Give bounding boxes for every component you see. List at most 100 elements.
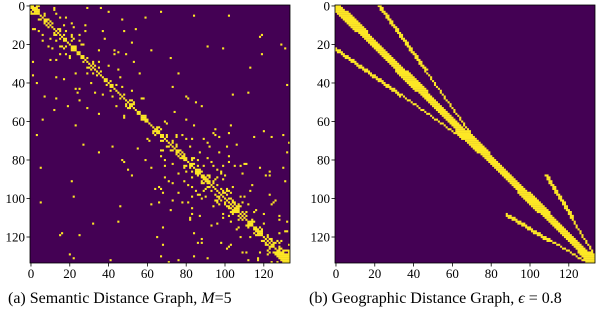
semantic-edge-cell	[160, 255, 163, 258]
geographic-edge-cell	[385, 16, 390, 19]
geographic-edge-cell	[335, 5, 341, 8]
semantic-edge-cell	[109, 89, 112, 92]
semantic-edge-cell	[117, 68, 120, 71]
geographic-edge-cell	[579, 253, 596, 256]
geographic-edge-cell	[420, 93, 431, 96]
semantic-edge-cell	[43, 18, 50, 21]
semantic-edge-cell	[272, 251, 285, 254]
semantic-edge-cell	[64, 45, 68, 48]
semantic-edge-cell	[62, 78, 66, 81]
semantic-edge-cell	[103, 37, 106, 40]
geographic-cells	[335, 5, 596, 264]
semantic-edge-cell	[80, 43, 85, 46]
geographic-edge-cell	[470, 145, 485, 148]
semantic-edge-cell	[191, 159, 194, 162]
semantic-edge-cell	[239, 212, 242, 216]
geographic-edge-cell	[453, 126, 464, 129]
geographic-edge-cell	[422, 66, 427, 69]
geographic-edge-cell	[579, 232, 582, 235]
semantic-edge-cell	[121, 159, 124, 162]
geographic-edge-cell	[348, 24, 363, 27]
caption-b-prefix: (b)	[309, 290, 328, 307]
semantic-edge-cell	[95, 74, 99, 77]
semantic-edge-cell	[51, 26, 54, 29]
semantic-edge-cell	[99, 74, 102, 77]
semantic-edge-cell	[160, 149, 165, 152]
geographic-edge-cell	[556, 193, 561, 196]
geographic-edge-cell	[517, 189, 528, 192]
geographic-edge-cell	[406, 99, 411, 102]
semantic-edge-cell	[224, 201, 227, 204]
semantic-edge-cell	[125, 103, 128, 106]
semantic-edge-cell	[251, 184, 254, 187]
semantic-edge-cell	[30, 12, 40, 15]
geographic-edge-cell	[391, 64, 402, 67]
semantic-edge-cell	[140, 97, 145, 100]
semantic-edge-cell	[198, 151, 201, 154]
semantic-edge-cell	[76, 51, 81, 54]
geographic-edge-cell	[447, 101, 450, 104]
semantic-edge-cell	[31, 28, 36, 31]
semantic-edge-cell	[55, 76, 58, 79]
semantic-edge-cell	[35, 5, 40, 8]
semantic-edge-cell	[62, 37, 68, 40]
semantic-edge-cell	[200, 197, 203, 200]
semantic-edge-cell	[41, 118, 44, 121]
semantic-edge-cell	[53, 31, 56, 35]
geographic-edge-cell	[418, 62, 423, 65]
semantic-edge-cell	[59, 30, 62, 33]
semantic-edge-cell	[191, 185, 194, 189]
geographic-edge-cell	[573, 245, 584, 248]
geographic-edge-cell	[567, 239, 578, 242]
geographic-edge-cell	[515, 187, 526, 190]
semantic-edge-cell	[196, 174, 199, 177]
semantic-edge-cell	[80, 56, 85, 60]
semantic-edge-cell	[90, 64, 93, 67]
semantic-edge-cell	[119, 93, 122, 96]
semantic-edge-cell	[163, 164, 166, 167]
semantic-edge-cell	[59, 234, 62, 237]
semantic-edge-cell	[278, 214, 281, 217]
semantic-edge-cell	[92, 60, 95, 63]
geographic-edge-cell	[389, 20, 394, 23]
semantic-edge-cell	[189, 216, 192, 219]
semantic-edge-cell	[241, 218, 244, 221]
geographic-edge-cell	[443, 95, 446, 98]
geographic-edge-cell	[451, 124, 462, 127]
semantic-edge-cell	[154, 187, 157, 190]
semantic-edge-cell	[53, 108, 56, 112]
geographic-edge-cell	[389, 62, 400, 65]
geographic-edge-cell	[397, 72, 411, 75]
semantic-edge-cell	[181, 134, 184, 137]
geographic-edge-cell	[565, 209, 570, 212]
geographic-edge-cell	[371, 76, 378, 79]
geographic-edge-cell	[482, 155, 493, 158]
semantic-edge-cell	[117, 220, 120, 223]
geographic-edge-cell	[558, 195, 563, 198]
geographic-edge-cell	[501, 174, 512, 177]
geographic-edge-cell	[414, 89, 429, 92]
geographic-frame	[334, 4, 596, 264]
geographic-edge-cell	[465, 139, 479, 142]
semantic-edge-cell	[270, 135, 273, 139]
semantic-edge-cell	[278, 257, 291, 260]
semantic-edge-cell	[187, 160, 190, 164]
semantic-edge-cell	[227, 160, 230, 164]
semantic-edge-cell	[144, 16, 147, 19]
geographic-edge-cell	[546, 176, 551, 179]
semantic-edge-cell	[218, 191, 221, 194]
geographic-edge-cell	[591, 249, 594, 252]
geographic-edge-cell	[437, 120, 440, 123]
semantic-edge-cell	[191, 207, 194, 210]
semantic-edge-cell	[128, 99, 133, 102]
geographic-edge-cell	[532, 232, 541, 235]
geographic-edge-cell	[416, 105, 419, 108]
semantic-edge-cell	[111, 95, 114, 98]
semantic-edge-cell	[241, 201, 244, 204]
semantic-edge-cell	[160, 155, 163, 158]
semantic-edge-cell	[55, 58, 58, 61]
semantic-edge-cell	[222, 189, 225, 192]
semantic-edge-cell	[231, 201, 236, 204]
semantic-edge-cell	[237, 226, 240, 229]
geographic-edge-cell	[507, 180, 518, 183]
